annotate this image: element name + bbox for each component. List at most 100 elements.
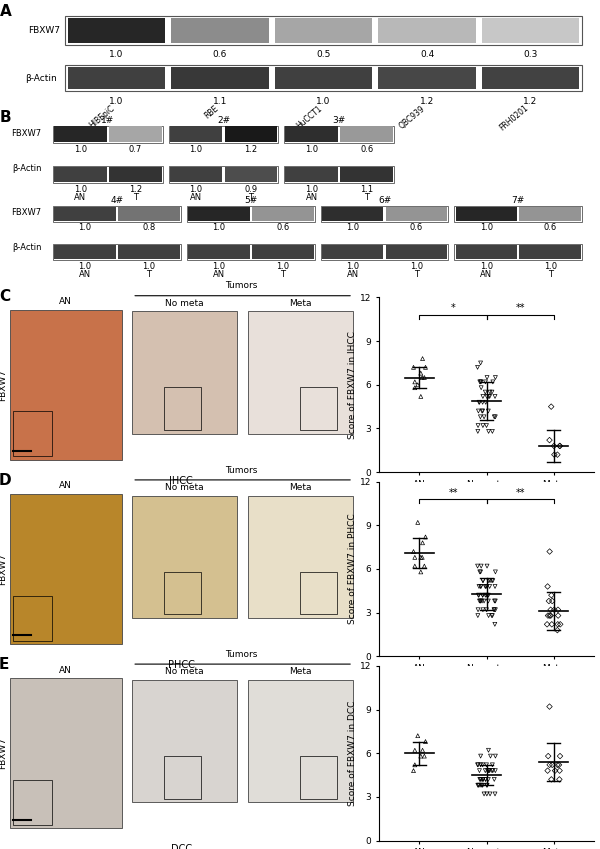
Text: AN: AN bbox=[74, 193, 86, 202]
Point bbox=[487, 385, 497, 399]
Point bbox=[475, 764, 484, 778]
Point bbox=[490, 773, 499, 786]
Point bbox=[477, 404, 487, 418]
Bar bbox=[13, 595, 52, 641]
Bar bbox=[132, 680, 238, 802]
Bar bbox=[54, 245, 116, 259]
Point bbox=[416, 750, 425, 763]
Point bbox=[542, 617, 552, 631]
Point bbox=[476, 375, 486, 389]
Point bbox=[485, 580, 494, 593]
Text: n =: n = bbox=[379, 510, 394, 520]
Text: 0.8: 0.8 bbox=[142, 223, 155, 233]
Text: 3#: 3# bbox=[332, 116, 346, 125]
Text: β-Actin: β-Actin bbox=[25, 74, 57, 82]
Bar bbox=[340, 127, 393, 142]
Bar bbox=[284, 166, 394, 183]
Text: T: T bbox=[414, 270, 419, 278]
Text: 0.6: 0.6 bbox=[213, 50, 227, 59]
Point bbox=[556, 617, 565, 631]
Point bbox=[410, 758, 419, 772]
Point bbox=[553, 603, 563, 616]
Point bbox=[475, 773, 485, 786]
Text: A: A bbox=[0, 3, 12, 19]
Y-axis label: Score of FBXW7 in IHCC: Score of FBXW7 in IHCC bbox=[349, 331, 358, 439]
Y-axis label: Score of FBXW7 in PHCC: Score of FBXW7 in PHCC bbox=[349, 514, 358, 624]
Text: No meta: No meta bbox=[166, 483, 204, 492]
Bar bbox=[455, 245, 517, 259]
Bar bbox=[164, 756, 200, 799]
Text: T: T bbox=[364, 193, 369, 202]
Point bbox=[491, 603, 500, 616]
Text: FBXW7: FBXW7 bbox=[11, 208, 41, 217]
Point bbox=[485, 764, 494, 778]
Text: FBXW7: FBXW7 bbox=[0, 368, 7, 401]
Text: 0.6: 0.6 bbox=[410, 223, 423, 233]
Text: 1.1: 1.1 bbox=[213, 97, 227, 106]
Text: 10: 10 bbox=[414, 694, 425, 704]
Point bbox=[478, 773, 488, 786]
Bar bbox=[301, 571, 337, 615]
Bar bbox=[53, 166, 163, 183]
Point bbox=[474, 580, 484, 593]
Point bbox=[475, 594, 484, 608]
Text: β-Actin: β-Actin bbox=[12, 244, 41, 252]
Point bbox=[421, 734, 430, 748]
Text: E: E bbox=[0, 657, 10, 672]
Text: 47: 47 bbox=[481, 694, 492, 704]
Text: T: T bbox=[133, 193, 138, 202]
Point bbox=[491, 565, 500, 579]
Point bbox=[477, 779, 487, 792]
Point bbox=[481, 580, 491, 593]
Point bbox=[485, 787, 495, 801]
Y-axis label: Score of FBXW7 in DCC: Score of FBXW7 in DCC bbox=[349, 700, 358, 806]
Bar bbox=[164, 387, 200, 430]
Point bbox=[479, 410, 489, 424]
Text: 0.6: 0.6 bbox=[276, 223, 289, 233]
Text: IHCC: IHCC bbox=[169, 475, 193, 486]
Point bbox=[545, 433, 554, 447]
Text: 0.6: 0.6 bbox=[544, 223, 557, 233]
Text: n =: n = bbox=[379, 694, 394, 704]
Point bbox=[473, 419, 483, 432]
Text: 1.0: 1.0 bbox=[74, 144, 87, 154]
Text: 1.2: 1.2 bbox=[523, 97, 538, 106]
Text: *: * bbox=[451, 303, 455, 313]
Text: T: T bbox=[146, 270, 151, 278]
Point bbox=[481, 773, 490, 786]
Point bbox=[488, 574, 497, 588]
Point bbox=[476, 779, 486, 792]
Point bbox=[485, 574, 495, 588]
Text: FRH0201: FRH0201 bbox=[498, 104, 530, 133]
Point bbox=[413, 729, 422, 743]
Text: QBC939: QBC939 bbox=[398, 104, 427, 131]
Text: 1.1: 1.1 bbox=[360, 185, 373, 194]
Text: PHCC: PHCC bbox=[168, 660, 195, 670]
Point bbox=[478, 396, 487, 409]
Point bbox=[476, 750, 485, 763]
Point bbox=[484, 574, 493, 588]
Point bbox=[418, 536, 427, 549]
Point bbox=[544, 594, 554, 608]
Point bbox=[476, 580, 485, 593]
Bar bbox=[252, 206, 314, 221]
Bar bbox=[171, 66, 269, 89]
Text: 1.0: 1.0 bbox=[190, 185, 203, 194]
Text: 1.2: 1.2 bbox=[129, 185, 142, 194]
Point bbox=[484, 424, 493, 438]
Point bbox=[476, 594, 485, 608]
Point bbox=[488, 375, 497, 389]
Bar bbox=[118, 245, 180, 259]
Point bbox=[473, 404, 483, 418]
Point bbox=[553, 448, 562, 462]
Text: 5#: 5# bbox=[244, 196, 257, 205]
Point bbox=[481, 764, 490, 778]
Bar bbox=[482, 18, 580, 42]
Text: AN: AN bbox=[346, 270, 359, 278]
Text: 1.0: 1.0 bbox=[79, 223, 92, 233]
Point bbox=[543, 764, 553, 778]
Point bbox=[476, 758, 485, 772]
Bar bbox=[520, 206, 581, 221]
Point bbox=[546, 603, 556, 616]
Point bbox=[473, 588, 483, 602]
